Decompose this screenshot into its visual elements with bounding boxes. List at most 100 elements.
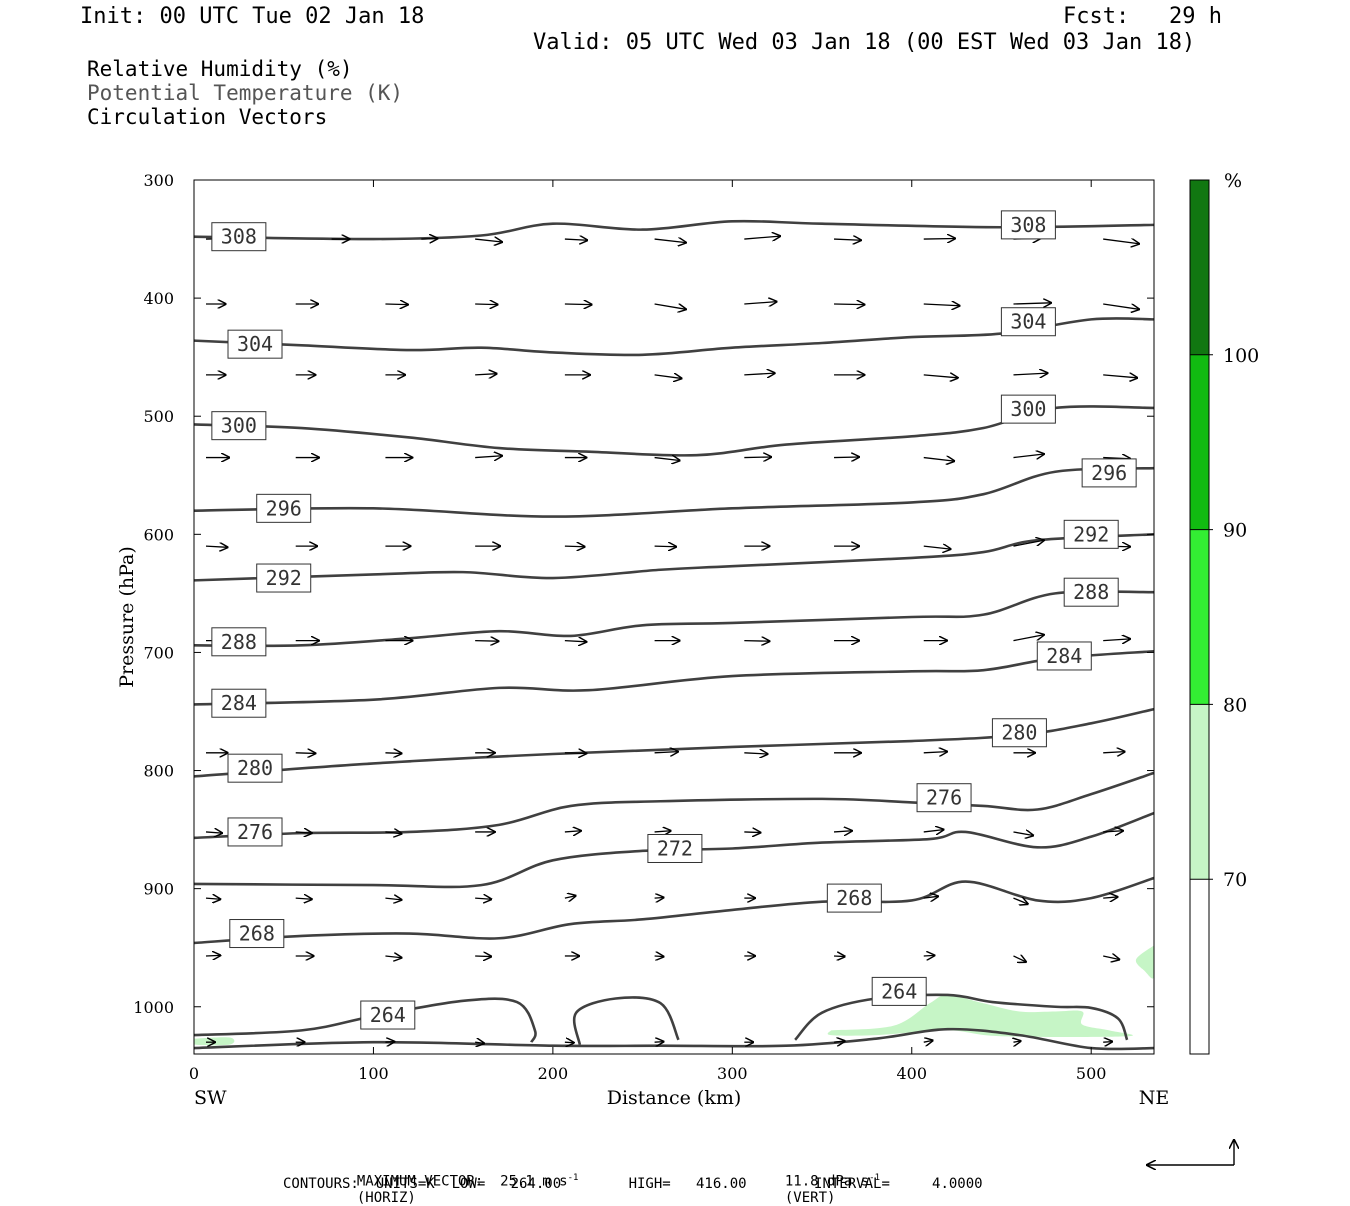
contour-label-text: 264 <box>370 1003 406 1027</box>
theta-contour-264 <box>794 993 1129 1041</box>
legend-vectors: Circulation Vectors <box>87 105 328 129</box>
y-tick-label: 700 <box>143 643 174 662</box>
colorbar-label: 80 <box>1223 694 1247 716</box>
colorbar-segment-4 <box>1190 180 1209 355</box>
vector-76 <box>1103 752 1125 753</box>
contour-label-box <box>211 627 267 657</box>
vector-41 <box>923 458 955 462</box>
y-tick-label: 600 <box>143 525 174 544</box>
theta-contour-264 <box>572 996 680 1045</box>
vector-90 <box>385 898 401 900</box>
vector-70 <box>564 753 587 754</box>
y-tick-label: 400 <box>143 289 174 308</box>
theta-contour-280 <box>194 707 1154 778</box>
vector-98 <box>1103 897 1117 898</box>
vector-67 <box>295 753 316 754</box>
contour-label-280: 280 <box>227 753 283 783</box>
vector-99 <box>205 955 220 956</box>
x-right-label: NE <box>1139 1087 1170 1109</box>
y-tick-label: 800 <box>143 762 174 781</box>
vector-48 <box>564 546 585 547</box>
contour-label-text: 280 <box>1001 721 1037 745</box>
vector-53 <box>1013 540 1044 547</box>
vector-44 <box>205 546 228 547</box>
vector-78 <box>295 832 312 833</box>
contour-label-box <box>229 919 285 949</box>
vector-97 <box>1013 898 1027 904</box>
vector-86 <box>1013 832 1033 836</box>
vector-104 <box>654 956 664 957</box>
vector-39 <box>744 457 771 458</box>
vector-71 <box>654 752 678 753</box>
vector-4 <box>564 239 587 240</box>
vector-81 <box>564 831 581 832</box>
vector-15 <box>564 304 592 305</box>
contour-label-text: 292 <box>1073 522 1109 546</box>
y-tick-label: 1000 <box>133 998 174 1017</box>
contour-label-text: 300 <box>221 414 257 438</box>
contour-label-box <box>1000 210 1056 240</box>
vector-7 <box>834 239 861 240</box>
plot-frame <box>193 179 1155 1055</box>
theta-contour-288 <box>194 590 1154 648</box>
contour-label-text: 296 <box>266 496 302 520</box>
vector-115 <box>654 1042 664 1043</box>
vector-40 <box>834 457 859 458</box>
contour-label-box <box>1081 458 1137 488</box>
vector-17 <box>744 302 776 304</box>
colorbar: 70 80 90 100 <box>1189 179 1259 1055</box>
contour-label-276: 276 <box>227 817 283 847</box>
vector-92 <box>564 896 576 898</box>
contour-label-box <box>1036 641 1092 671</box>
contour-label-308: 308 <box>211 222 267 252</box>
vector-118 <box>923 1040 933 1042</box>
x-tick-label: 500 <box>1076 1064 1107 1083</box>
contour-label-304: 304 <box>1000 307 1056 337</box>
theta-contours <box>194 219 1154 1051</box>
vector-64 <box>1013 635 1044 642</box>
y-tick-label: 500 <box>143 407 174 426</box>
vector-93 <box>654 898 664 899</box>
contour-label-300: 300 <box>1000 394 1056 424</box>
vector-91 <box>475 898 491 899</box>
theta-contour-268 <box>194 876 1154 945</box>
theta-contour-264 <box>194 1027 1154 1051</box>
x-left-label: SW <box>194 1087 227 1109</box>
rh-area-1 <box>1135 945 1154 979</box>
theta-contour-272 <box>194 811 1154 889</box>
contour-label-text: 304 <box>237 332 273 356</box>
vector-84 <box>833 831 852 832</box>
vector-38 <box>654 458 680 461</box>
colorbar-label: 90 <box>1223 520 1247 542</box>
vector-88 <box>205 898 220 899</box>
contour-label-box <box>1000 307 1056 337</box>
contour-label-box <box>916 783 972 813</box>
contour-label-text: 296 <box>1091 461 1127 485</box>
vector-25 <box>475 374 497 375</box>
colorbar-frame <box>1189 179 1210 1055</box>
contour-label-text: 300 <box>1010 397 1046 421</box>
contour-label-292: 292 <box>256 563 312 593</box>
colorbar-segment-2 <box>1190 529 1209 705</box>
contour-label-box <box>1063 519 1119 549</box>
contour-label-box <box>211 411 267 441</box>
colorbar-label: 70 <box>1223 869 1247 891</box>
theta-contour-292 <box>194 533 1154 582</box>
vector-59 <box>564 641 587 642</box>
vector-114 <box>564 1042 574 1043</box>
contour-label-box <box>256 563 312 593</box>
vector-96 <box>923 896 938 898</box>
contour-label-box <box>227 817 283 847</box>
contour-label-box <box>991 718 1047 748</box>
contour-label-284: 284 <box>1036 641 1092 671</box>
contour-label-268: 268 <box>229 919 285 949</box>
reference-vector-icon <box>1147 1140 1234 1165</box>
theta-contour-276 <box>194 771 1154 840</box>
contour-label-288: 288 <box>1063 577 1119 607</box>
contour-label-box <box>211 222 267 252</box>
contour-label-text: 272 <box>657 836 693 860</box>
contour-label-264: 264 <box>360 1000 416 1030</box>
x-tick-label: 0 <box>189 1064 199 1083</box>
vector-79 <box>385 832 401 834</box>
vert-label: (VERT) <box>784 1189 836 1206</box>
